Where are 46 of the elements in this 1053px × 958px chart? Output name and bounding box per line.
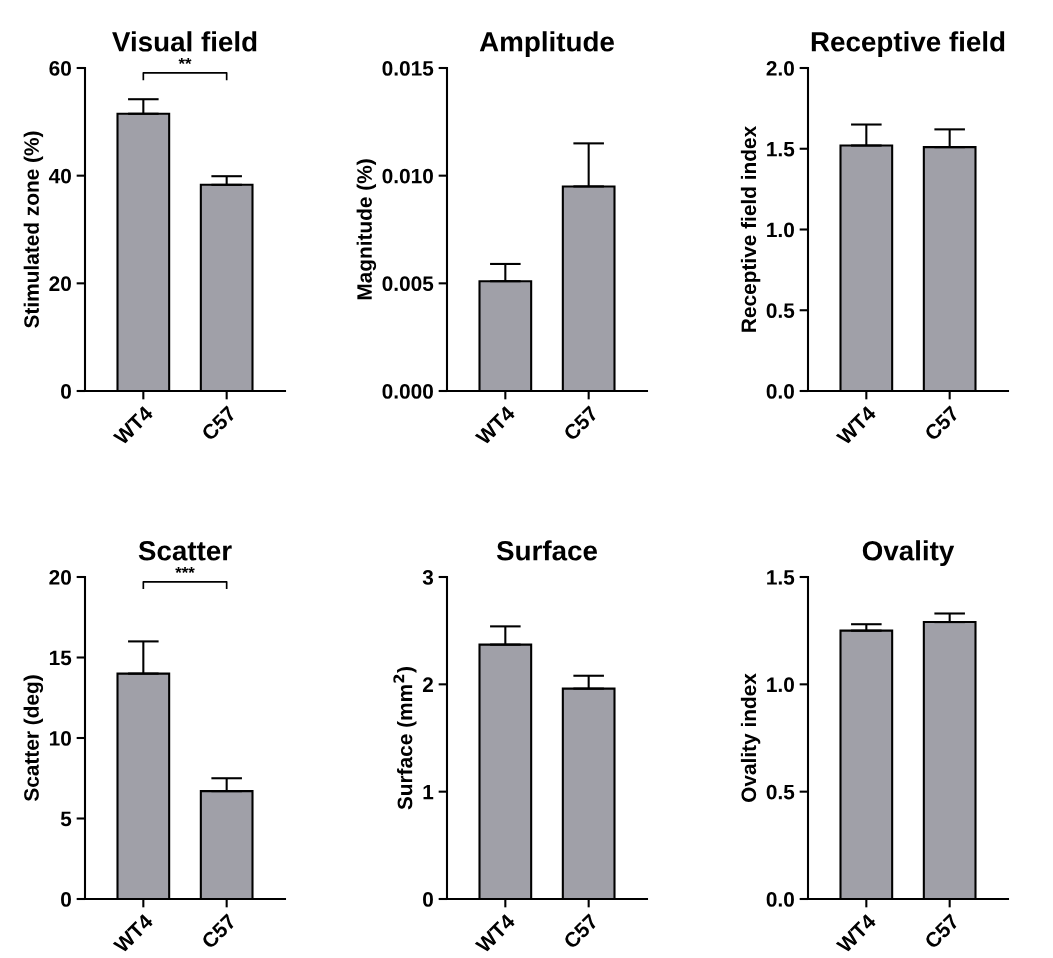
y-axis-title: Ovality index [740,673,761,802]
y-tick-label: 60 [49,61,71,76]
y-axis-title: Magnitude (%) [356,159,377,300]
y-tick-label: 0.5 [766,784,795,800]
chart-title: Visual field [112,31,257,52]
y-tick-label: 0.5 [766,303,795,318]
y-tick-label: 40 [48,168,71,184]
text: ** [178,57,192,65]
y-axis-title: Surface (mm$^{2}$) [393,667,417,810]
y-tick-label: 0.005 [382,276,434,292]
chart-title: Receptive field [811,31,1005,58]
y-axis-title: Scatter (deg) [23,675,44,802]
x-tick-label: C57 [923,913,960,950]
y-tick-label: 2.0 [766,61,794,76]
y-tick-label: 0.0 [766,384,794,399]
y-tick-label: 1.5 [767,141,795,157]
y-tick-label: 5 [60,811,72,827]
y-tick-label: 0.0 [766,892,794,907]
y-tick-label: 0.010 [382,168,433,184]
x-tick-label: C57 [200,913,237,950]
x-tick-label: C57 [200,405,237,442]
y-tick-label: 1.0 [767,677,794,693]
chart-title: Surface [496,540,598,561]
y-tick-label: 2 [422,677,433,692]
y-tick-label: 1.5 [767,570,795,585]
y-tick-label: 20 [49,570,71,585]
y-tick-label: 20 [49,276,71,292]
chart-title: Amplitude [479,31,614,58]
y-tick-label: 1 [423,784,434,800]
y-tick-label: 0 [61,384,71,399]
text: *** [175,566,195,574]
chart-title: Scatter [138,540,232,561]
y-tick-label: 3 [422,570,434,585]
x-tick-label: C57 [923,405,960,442]
y-tick-label: 0 [423,892,433,907]
chart-title: Ovality [862,540,955,567]
x-tick-label: C57 [562,913,599,950]
y-tick-label: 0.015 [382,61,434,76]
y-tick-label: 1.0 [767,222,794,238]
y-tick-label: 0.000 [382,384,433,399]
y-tick-label: 10 [49,731,71,746]
y-tick-label: 0 [61,892,71,907]
y-tick-label: 15 [49,650,72,666]
y-axis-title: Receptive field index [740,126,761,332]
y-axis-title: Stimulated zone (%) [23,131,44,328]
x-tick-label: C57 [562,405,599,442]
